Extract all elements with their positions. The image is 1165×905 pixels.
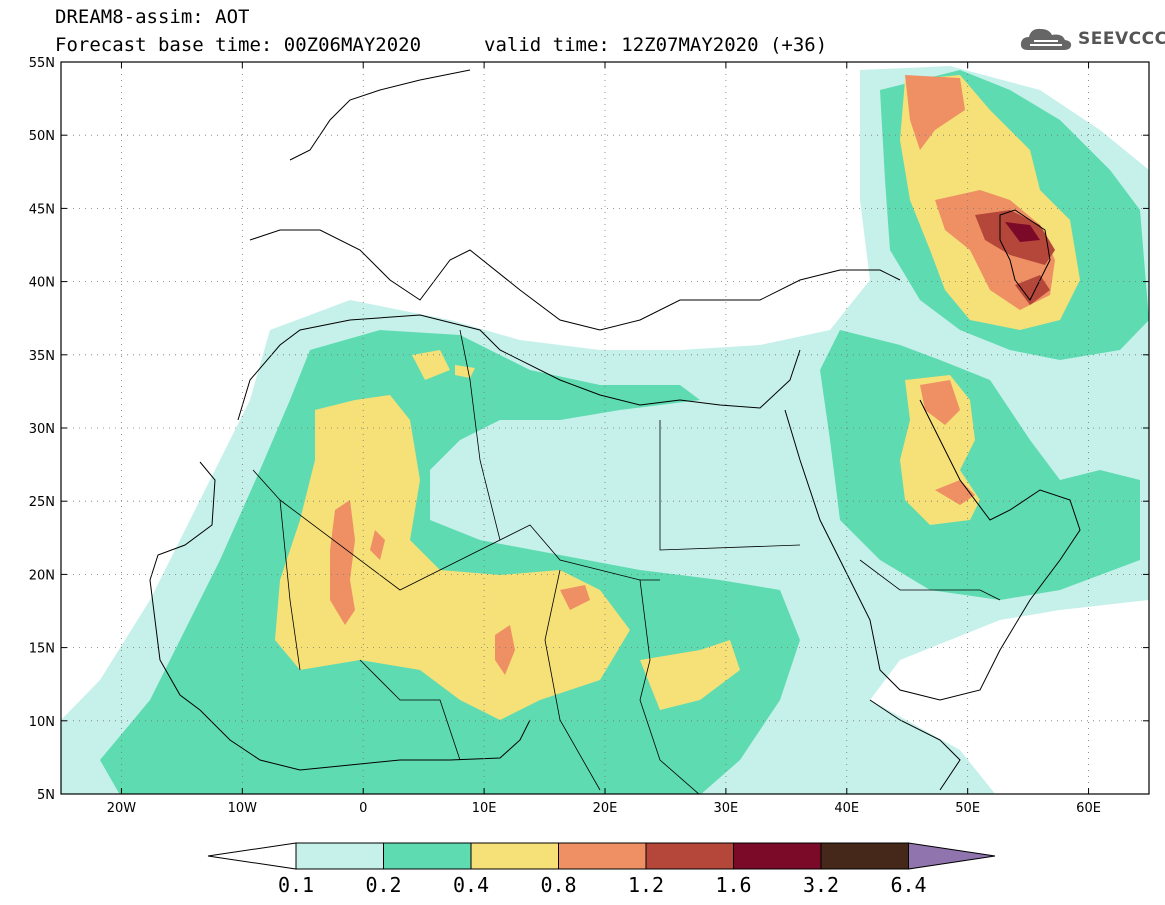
lon-tick-label: 0: [359, 801, 367, 816]
map-title: DREAM8-assim: AOT: [55, 6, 250, 28]
colorbar-swatch: [470, 842, 559, 870]
graticule: [61, 62, 1149, 794]
colorbar-under-arrow: [207, 842, 297, 870]
lat-tick-label: 10N: [29, 715, 55, 730]
lon-tick-label: 30E: [714, 801, 739, 816]
lat-tick-label: 15N: [29, 642, 55, 657]
latitude-labels: 55N 50N 45N 40N 35N 30N 25N 20N 15N 10N 5N: [29, 56, 55, 803]
valid-time: valid time: 12Z07MAY2020 (+36): [484, 34, 828, 56]
colorbar-swatch: [820, 842, 909, 870]
lat-tick-label: 55N: [29, 56, 55, 71]
colorbar-label: 0.2: [365, 873, 401, 897]
lat-tick-label: 20N: [29, 568, 55, 583]
colorbar-label: 1.6: [715, 873, 751, 897]
coastlines: [149, 69, 1081, 791]
lat-tick-label: 45N: [29, 202, 55, 217]
lon-tick-label: 50E: [955, 801, 980, 816]
aot-band-1.6: [1005, 222, 1040, 242]
colorbar-label: 1.2: [628, 873, 664, 897]
longitude-labels: 20W 10W 0 10E 20E 30E 40E 50E 60E: [107, 801, 1101, 816]
aot-field: [61, 62, 1149, 794]
colorbar-swatch: [733, 842, 822, 870]
colorbar-labels: 0.1 0.2 0.4 0.8 1.2 1.6 3.2 6.4: [278, 873, 927, 897]
country-borders: [252, 329, 1001, 794]
lat-tick-label: 5N: [37, 788, 55, 803]
colorbar-label: 0.4: [453, 873, 489, 897]
colorbar-label: 0.1: [278, 873, 314, 897]
colorbar-swatch: [645, 842, 734, 870]
lon-tick-label: 60E: [1076, 801, 1101, 816]
lon-tick-label: 40E: [834, 801, 859, 816]
lon-tick-label: 20E: [593, 801, 618, 816]
lat-tick-label: 35N: [29, 349, 55, 364]
logo-text: SEEVCCC: [1078, 29, 1165, 49]
colorbar-over-arrow: [908, 842, 996, 870]
seevccc-logo: SEEVCCC: [1018, 24, 1165, 54]
lon-tick-label: 10E: [472, 801, 497, 816]
lat-tick-label: 50N: [29, 129, 55, 144]
colorbar-label: 0.8: [540, 873, 576, 897]
colorbar: [207, 842, 996, 870]
lon-tick-label: 10W: [228, 801, 258, 816]
colorbar-swatch: [383, 842, 472, 870]
colorbar-swatch: [295, 842, 384, 870]
colorbar-label: 6.4: [890, 873, 926, 897]
lat-tick-label: 40N: [29, 276, 55, 291]
lat-tick-label: 30N: [29, 422, 55, 437]
colorbar-swatch: [558, 842, 647, 870]
forecast-base-time: Forecast base time: 00Z06MAY2020: [55, 34, 422, 56]
lon-tick-label: 20W: [107, 801, 137, 816]
cloud-icon: [1020, 28, 1072, 50]
axis-ticks: [61, 61, 1149, 795]
lat-tick-label: 25N: [29, 495, 55, 510]
colorbar-label: 3.2: [803, 873, 839, 897]
